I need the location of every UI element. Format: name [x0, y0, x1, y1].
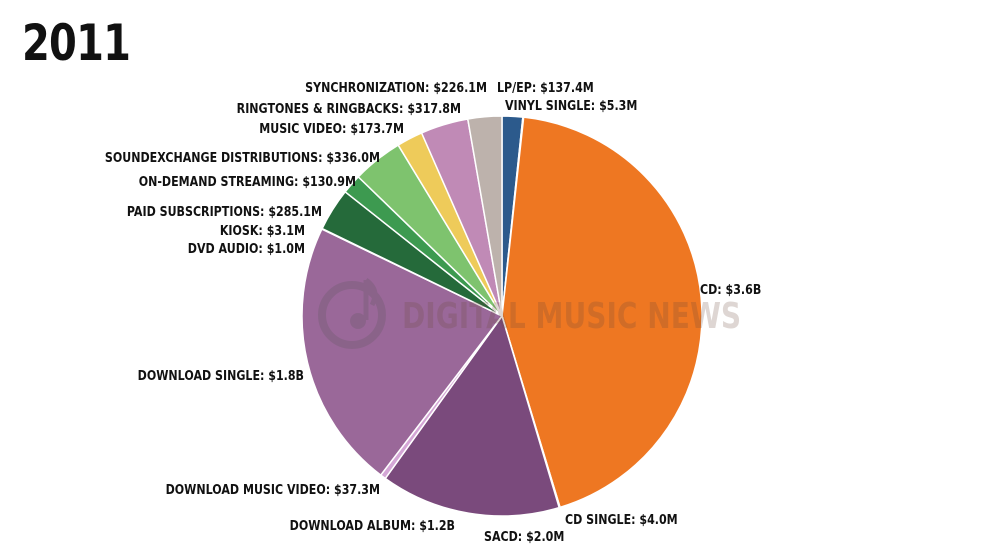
pie-slice-cd	[501, 116, 703, 509]
slice-label: SACD: $2.0M	[484, 529, 564, 544]
pie-slices	[301, 115, 703, 517]
pie-slice-synchronization	[466, 115, 503, 317]
slice-label: VINYL SINGLE: $5.3M	[505, 98, 637, 113]
watermark-note-head	[350, 313, 366, 329]
watermark-note-icon	[363, 277, 378, 320]
slice-label: DOWNLOAD MUSIC VIDEO: $37.3M	[166, 482, 380, 497]
pie-slice-download-single	[301, 228, 504, 477]
slice-label: DOWNLOAD SINGLE: $1.8B	[138, 368, 304, 383]
slice-label: SYNCHRONIZATION: $226.1M	[305, 80, 487, 95]
chart-title: 2011	[22, 14, 131, 72]
slice-labels: LP/EP: $137.4M VINYL SINGLE: $5.3M CD: $3.…	[105, 80, 761, 544]
slice-label: DVD AUDIO: $1.0M	[188, 241, 305, 256]
watermark-text: DIGITAL MUSIC NEWS	[402, 295, 741, 337]
pie-slice-download-album	[384, 314, 561, 517]
slice-label: RINGTONES & RINGBACKS: $317.8M	[237, 101, 461, 116]
slice-label: KIOSK: $3.1M	[220, 223, 305, 238]
slice-label: PAID SUBSCRIPTIONS: $285.1M	[127, 204, 322, 219]
slice-label: LP/EP: $137.4M	[497, 80, 594, 95]
slice-label: DOWNLOAD ALBUM: $1.2B	[290, 518, 455, 533]
slice-label: CD: $3.6B	[700, 282, 761, 297]
watermark-logo-icon	[318, 281, 386, 349]
slice-label: SOUNDEXCHANGE DISTRIBUTIONS: $336.0M	[105, 150, 380, 165]
slice-label: CD SINGLE: $4.0M	[565, 512, 678, 527]
slice-label: MUSIC VIDEO: $173.7M	[259, 121, 404, 136]
watermark: DIGITAL MUSIC NEWS	[318, 277, 741, 349]
slice-label: ON-DEMAND STREAMING: $130.9M	[139, 174, 356, 189]
